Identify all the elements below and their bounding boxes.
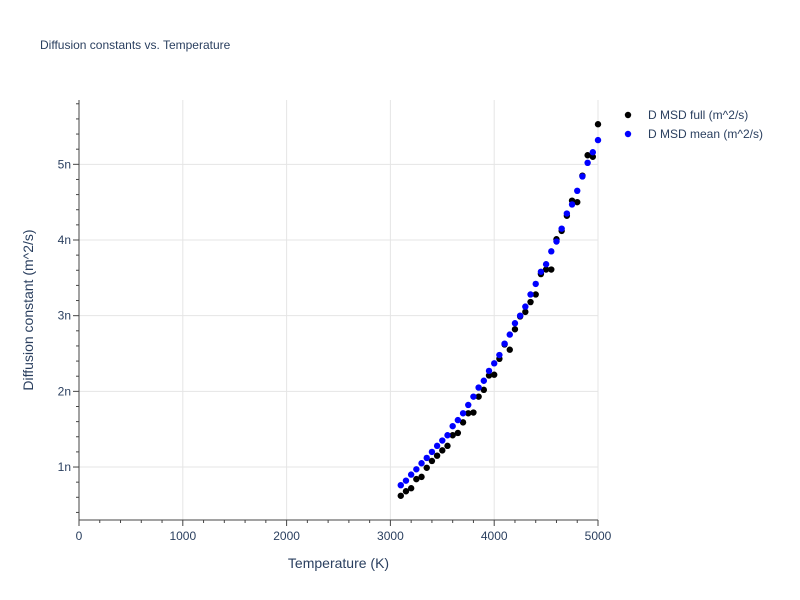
x-axis-title: Temperature (K)	[288, 555, 389, 571]
legend[interactable]: D MSD full (m^2/s) D MSD mean (m^2/s)	[624, 108, 763, 141]
data-point-series-2[interactable]	[522, 303, 529, 310]
data-point-series-2[interactable]	[449, 422, 456, 430]
data-point-series-1[interactable]	[594, 121, 602, 128]
data-point-series-2[interactable]	[563, 210, 571, 217]
data-point-series-1[interactable]	[522, 308, 529, 316]
data-point-series-2[interactable]	[491, 360, 498, 367]
data-point-series-1[interactable]	[459, 419, 467, 426]
data-point-series-1[interactable]	[589, 153, 597, 160]
data-point-series-2[interactable]	[402, 477, 410, 484]
data-point-series-2[interactable]	[532, 280, 539, 288]
data-point-series-2[interactable]	[516, 312, 524, 319]
data-point-series-1[interactable]	[475, 393, 482, 400]
data-point-series-2[interactable]	[465, 401, 472, 409]
y-tick-label: 2n	[58, 384, 71, 398]
legend-item[interactable]: D MSD mean (m^2/s)	[624, 127, 763, 141]
data-point-series-2[interactable]	[418, 460, 425, 467]
data-point-series-2[interactable]	[413, 466, 420, 473]
data-point-series-1[interactable]	[407, 485, 415, 492]
data-point-series-1[interactable]	[433, 452, 441, 459]
data-point-series-2[interactable]	[511, 320, 519, 327]
data-point-series-2[interactable]	[594, 136, 602, 144]
data-point-series-1[interactable]	[574, 198, 581, 206]
data-point-series-1[interactable]	[465, 410, 472, 417]
data-point-series-2[interactable]	[444, 432, 451, 439]
data-point-series-1[interactable]	[439, 447, 446, 454]
data-point-series-1[interactable]	[511, 326, 519, 333]
data-point-series-1[interactable]	[480, 386, 488, 394]
data-point-series-2[interactable]	[558, 225, 565, 232]
data-point-series-2[interactable]	[553, 238, 560, 245]
data-point-series-1[interactable]	[449, 432, 456, 439]
x-tick-label: 3000	[377, 529, 404, 543]
data-point-series-2[interactable]	[439, 437, 446, 444]
data-point-series-2[interactable]	[423, 454, 430, 462]
data-point-series-2[interactable]	[506, 331, 513, 338]
x-tick-label: 4000	[481, 529, 508, 543]
data-point-series-2[interactable]	[579, 173, 586, 180]
data-point-series-2[interactable]	[480, 377, 488, 384]
x-tick-label: 0	[76, 529, 83, 543]
y-tick-label: 5n	[58, 157, 71, 171]
data-point-series-1[interactable]	[506, 346, 513, 353]
data-point-series-2[interactable]	[475, 384, 482, 391]
data-point-series-2[interactable]	[397, 481, 404, 489]
legend-item[interactable]: D MSD full (m^2/s)	[624, 108, 749, 122]
data-point-series-1[interactable]	[491, 371, 498, 378]
data-point-series-2[interactable]	[496, 351, 503, 359]
data-point-series-1[interactable]	[485, 372, 493, 379]
data-point-series-1[interactable]	[397, 492, 404, 499]
data-point-series-2[interactable]	[501, 340, 508, 347]
data-point-series-2[interactable]	[470, 393, 477, 400]
chart-title: Diffusion constants vs. Temperature	[40, 38, 231, 52]
x-tick-label: 1000	[169, 529, 196, 543]
data-point-series-1[interactable]	[584, 152, 591, 159]
data-point-series-1[interactable]	[548, 266, 555, 273]
points-layer[interactable]	[397, 121, 602, 499]
data-point-series-1[interactable]	[428, 457, 436, 465]
axes-layer: 0 1000 2000 3000 4000 5000 1n 2n 3n 4n 5n	[58, 100, 612, 543]
data-point-series-2[interactable]	[542, 261, 550, 268]
legend-marker	[624, 130, 632, 138]
data-point-series-1[interactable]	[542, 266, 550, 273]
data-point-series-1[interactable]	[413, 475, 420, 483]
x-tick-label: 5000	[585, 529, 612, 543]
data-point-series-2[interactable]	[459, 410, 467, 417]
data-point-series-2[interactable]	[537, 268, 545, 275]
x-tick-label: 2000	[273, 529, 300, 543]
legend-marker	[624, 111, 632, 119]
data-point-series-2[interactable]	[568, 201, 576, 208]
legend-label: D MSD full (m^2/s)	[648, 108, 748, 122]
data-point-series-2[interactable]	[584, 159, 591, 167]
legend-label: D MSD mean (m^2/s)	[648, 127, 763, 141]
data-point-series-1[interactable]	[454, 429, 462, 437]
data-point-series-1[interactable]	[470, 409, 477, 416]
y-tick-label: 4n	[58, 233, 71, 247]
y-axis-title: Diffusion constant (m^2/s)	[20, 229, 36, 390]
grid-layer	[79, 100, 599, 520]
data-point-series-2[interactable]	[548, 248, 555, 255]
data-point-series-1[interactable]	[527, 298, 534, 306]
data-point-series-1[interactable]	[402, 488, 410, 495]
data-point-series-2[interactable]	[433, 442, 441, 450]
data-point-series-2[interactable]	[454, 416, 462, 424]
data-point-series-1[interactable]	[423, 464, 430, 471]
data-point-series-2[interactable]	[527, 291, 534, 298]
y-tick-label: 3n	[58, 309, 71, 323]
data-point-series-2[interactable]	[428, 448, 436, 456]
data-point-series-2[interactable]	[485, 367, 493, 375]
y-tick-label: 1n	[58, 460, 71, 474]
data-point-series-2[interactable]	[574, 187, 581, 195]
data-point-series-2[interactable]	[407, 471, 415, 478]
data-point-series-2[interactable]	[589, 149, 597, 156]
data-point-series-1[interactable]	[444, 442, 451, 450]
data-point-series-1[interactable]	[532, 291, 539, 298]
data-point-series-1[interactable]	[418, 473, 425, 481]
